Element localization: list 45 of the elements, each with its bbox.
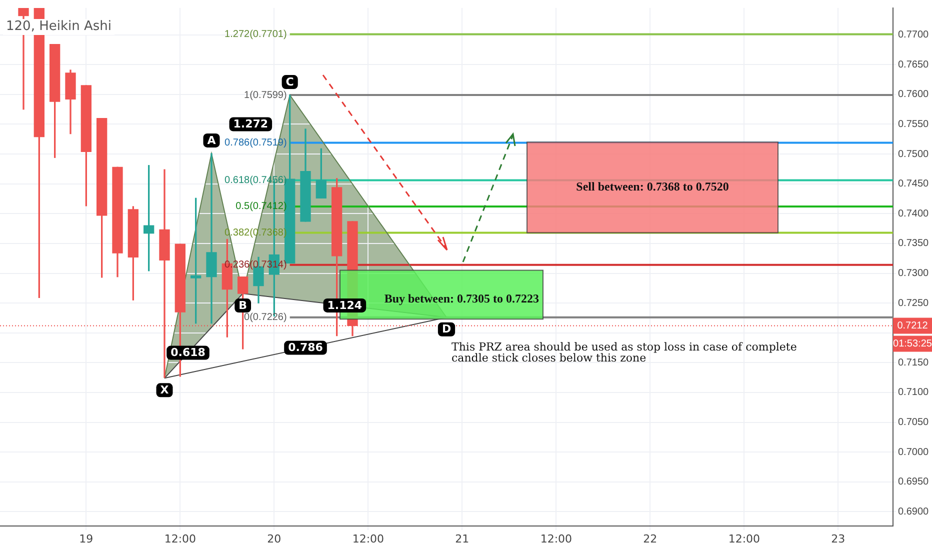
x-tick-label: 12:00 <box>164 532 196 546</box>
y-tick-label: 0.7700 <box>898 30 930 41</box>
y-tick-label: 0.7350 <box>898 238 930 250</box>
y-tick-label: 0.7450 <box>898 178 930 190</box>
y-tick-label: 0.6950 <box>898 476 930 488</box>
annotation: 0.618 <box>170 346 206 360</box>
ref-line-label: 0.236(0.7314) <box>224 260 287 271</box>
annotation: 0.786 <box>288 341 324 354</box>
y-tick-label: 0.7100 <box>898 387 930 398</box>
x-tick-label: 21 <box>455 532 470 546</box>
y-tick-label: 0.7000 <box>898 446 930 458</box>
x-tick-label: 19 <box>79 532 94 546</box>
x-tick-label: 12:00 <box>352 532 384 546</box>
annotation: X <box>160 384 170 397</box>
x-tick-label: 23 <box>831 532 846 546</box>
x-tick-label: 20 <box>267 532 282 546</box>
annotation: B <box>238 298 248 312</box>
x-tick-label: 12:00 <box>728 532 760 546</box>
y-tick-label: 0.7600 <box>898 89 930 100</box>
y-tick-label: 0.7150 <box>898 357 930 368</box>
y-tick-label: 0.7650 <box>898 59 930 70</box>
band-label: Buy between: 0.7305 to 0.7223 <box>384 292 539 306</box>
annotation: This PRZ area should be used as stop loss in case of complete candle stick closes below this zone <box>452 340 797 365</box>
annotation: 1.272 <box>233 118 268 131</box>
annotation: 1.124 <box>327 298 362 312</box>
annotation: C <box>286 75 294 88</box>
x-tick-label: 12:00 <box>540 532 572 546</box>
y-tick-label: 0.7550 <box>898 118 930 130</box>
y-tick-label: 0.6900 <box>898 506 930 518</box>
y-tick-label: 0.7300 <box>898 268 930 280</box>
band-label: Sell between: 0.7368 to 0.7520 <box>576 180 729 194</box>
ref-line-label: 1.272(0.7701) <box>224 28 287 40</box>
text: 120, Heikin Ashi <box>6 18 112 34</box>
annotation: A <box>207 134 216 147</box>
y-tick-label: 0.7500 <box>898 148 930 160</box>
y-tick-label: 0.7250 <box>898 298 930 309</box>
annotation: D <box>442 322 452 336</box>
text: 01:53:25 <box>893 338 932 350</box>
ref-line-label: 0.7212 <box>897 320 928 332</box>
ref-line-label: 0(0.7226) <box>244 312 287 324</box>
ref-line-label: 1(0.7599) <box>244 90 287 101</box>
y-tick-label: 0.7050 <box>898 417 930 428</box>
y-tick-label: 0.7400 <box>898 208 930 220</box>
x-tick-label: 22 <box>643 532 658 546</box>
ref-line-label: 0.382(0.7368) <box>224 227 287 238</box>
